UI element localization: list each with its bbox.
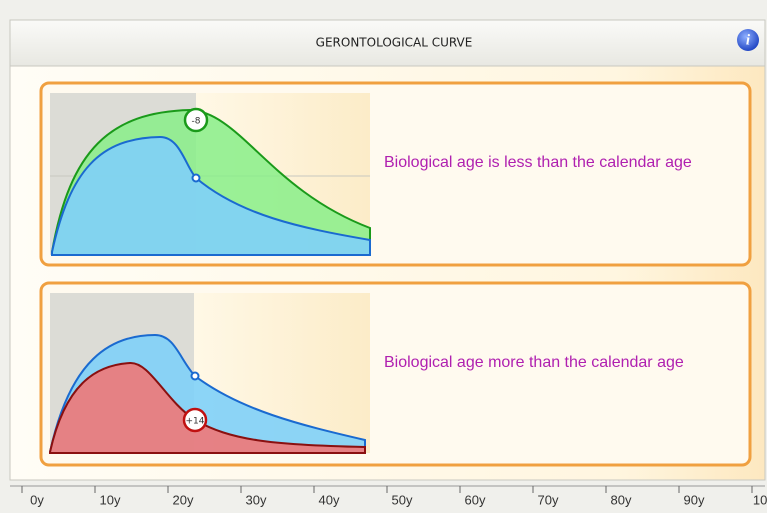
axis-label: 30y xyxy=(246,492,267,507)
axis-label: 0y xyxy=(30,492,44,507)
axis-label: 80y xyxy=(611,492,632,507)
axis-label: 10y xyxy=(100,492,121,507)
age-badge-text: -8 xyxy=(192,117,201,127)
info-button[interactable] xyxy=(737,29,759,51)
axis-label: 90y xyxy=(684,492,705,507)
axis-label: 40y xyxy=(319,492,340,507)
header-title: GERONTOLOGICAL CURVE xyxy=(316,36,473,50)
calendar-point xyxy=(191,173,201,183)
panel-text: Biological age is less than the calendar… xyxy=(384,154,692,171)
axis-label: 100y xyxy=(753,492,767,507)
axis-label: 60y xyxy=(465,492,486,507)
axis-label: 70y xyxy=(538,492,559,507)
header-bar xyxy=(9,19,766,67)
age-badge xyxy=(183,107,209,133)
panel-text: Biological age more than the calendar ag… xyxy=(384,354,684,371)
info-icon: i xyxy=(746,32,751,48)
calendar-point xyxy=(190,371,200,381)
biological-curve xyxy=(49,361,366,454)
age-badge xyxy=(182,407,208,433)
age-axis: 0y 10y 20y 30y 40y 50y 60y 70y 80y 90y 100y xyxy=(21,486,767,507)
age-badge-text: +14 xyxy=(186,417,205,427)
calendar-curve xyxy=(51,135,371,256)
axis-label: 20y xyxy=(173,492,194,507)
axis-label: 50y xyxy=(392,492,413,507)
